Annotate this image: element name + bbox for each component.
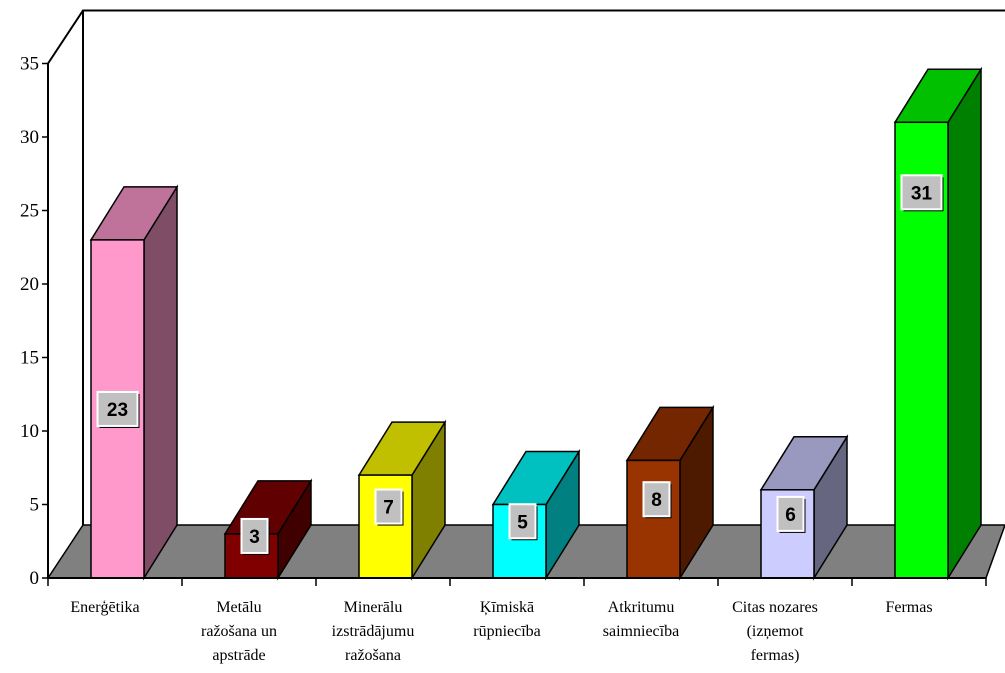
y-tick-label: 20: [20, 274, 39, 295]
bar: [89, 184, 179, 581]
data-label-box: [374, 488, 403, 525]
data-label-box: [900, 174, 943, 211]
y-tick-label: 30: [20, 127, 39, 148]
y-tick-label: 10: [20, 421, 39, 442]
bar: [491, 448, 581, 581]
y-tick-label: 25: [20, 201, 39, 222]
category-label: Atkritumu saimniecība: [603, 599, 679, 640]
bars: [89, 66, 983, 581]
bar: [893, 66, 983, 581]
category-label: Ķīmiskā rūpniecība: [473, 599, 541, 640]
data-label: 23: [96, 390, 140, 428]
y-axis: 0 5 10 15 20 25 30 35: [20, 54, 49, 589]
data-label-box: [240, 517, 269, 554]
category-label: Minerālu izstrādājumu ražošana: [332, 599, 415, 664]
data-label: 7: [374, 488, 404, 526]
data-label-box: [96, 390, 139, 427]
y-tick-label: 0: [30, 568, 40, 589]
category-label: Enerģētika: [70, 599, 139, 616]
bar: [625, 404, 715, 581]
category-label: Metālu ražošana un apstrāde: [201, 599, 277, 664]
bar-side: [947, 66, 982, 581]
data-label-box: [508, 503, 537, 540]
data-label-text: 8: [651, 490, 662, 511]
data-label-box: [642, 481, 671, 518]
y-tick-label: 35: [20, 54, 39, 75]
data-label-text: 5: [517, 512, 528, 533]
data-label: 3: [240, 517, 270, 555]
data-label: 6: [776, 495, 806, 533]
bar: [357, 419, 447, 581]
x-axis: Enerģētika Metālu ražošana un apstrāde Miner…: [47, 577, 987, 664]
bar-side: [143, 184, 178, 581]
data-label-text: 6: [785, 505, 796, 526]
y-tick-label: 15: [20, 348, 39, 369]
data-labels: 23 3 7 5 8 6 31: [96, 174, 944, 555]
data-label-text: 23: [107, 400, 128, 421]
category-label: Fermas: [885, 599, 932, 616]
category-label: Citas nozares (izņemot fermas): [732, 599, 818, 664]
data-label: 8: [642, 481, 672, 519]
y-tick-label: 5: [30, 495, 40, 516]
data-label-text: 3: [249, 527, 260, 548]
bar-front: [626, 459, 681, 579]
data-label: 5: [508, 503, 538, 541]
data-label-text: 31: [911, 183, 933, 204]
data-label-text: 7: [383, 498, 394, 519]
data-label-box: [776, 495, 805, 532]
data-label: 31: [900, 174, 944, 212]
